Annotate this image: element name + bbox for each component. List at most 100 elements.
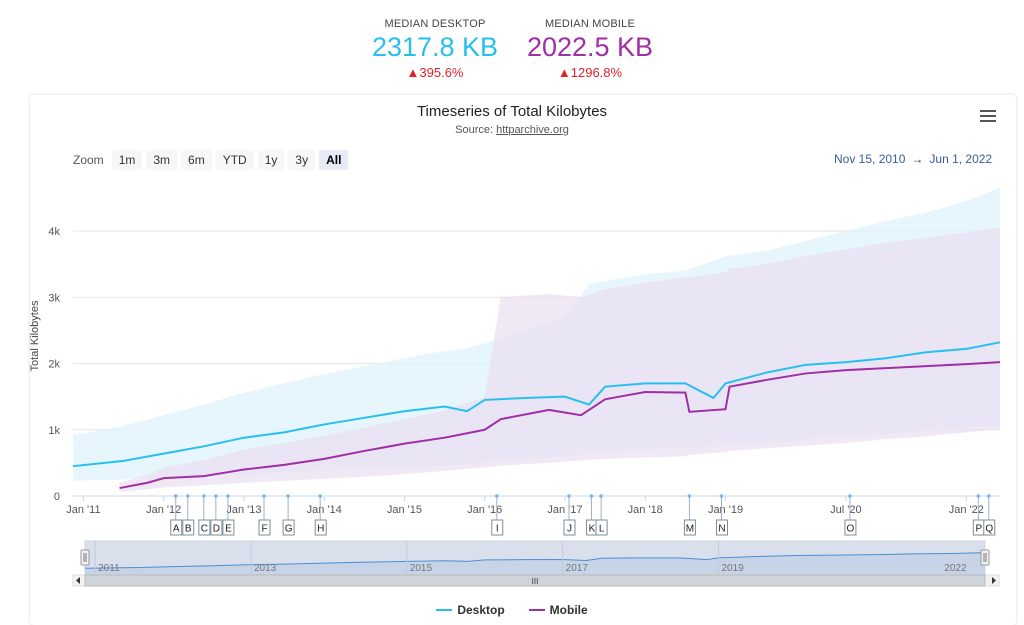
flag-dot [719, 494, 724, 498]
legend-item-mobile[interactable]: Mobile [528, 603, 588, 617]
flag-dot [599, 494, 603, 498]
navigator-year-label: 2013 [254, 563, 277, 574]
range-bands [73, 187, 1000, 493]
scrollbar-thumb[interactable] [84, 574, 986, 587]
scroll-right-arrow-icon[interactable] [992, 577, 996, 584]
y-tick-label: 1k [48, 425, 60, 437]
flag-box [491, 519, 504, 536]
flag-box [198, 519, 211, 536]
navigator-year-label: 2015 [410, 563, 433, 574]
zoom-button-3y[interactable]: 3y [288, 150, 316, 170]
flag-dot [687, 494, 692, 498]
annotation-flag-f[interactable]: F [258, 494, 271, 536]
annotation-flag-b[interactable]: B [182, 494, 195, 536]
range-from[interactable]: Nov 15, 2010 [834, 152, 906, 166]
kpi-mobile-change: ▲1296.8% [515, 65, 665, 80]
kpi-mobile-label: MEDIAN MOBILE [544, 18, 635, 30]
series-lines [72, 341, 1001, 490]
annotation-flag-e[interactable]: E [222, 494, 235, 536]
navigator-year-label: 2017 [566, 563, 589, 574]
y-tick-label: 0 [54, 491, 60, 503]
zoom-button-6m[interactable]: 6m [181, 150, 212, 170]
annotation-flag-o[interactable]: O [844, 494, 857, 536]
flag-dot [262, 494, 266, 498]
x-tick-label: Jan '17 [547, 504, 582, 516]
subtitle-prefix: Source: [455, 124, 497, 136]
navigator-area [85, 552, 985, 574]
navigator-right-handle[interactable] [980, 549, 990, 566]
annotation-flag-j[interactable]: J [563, 494, 576, 536]
annotation-flag-n[interactable]: N [715, 494, 728, 536]
x-tick-label: Jul '20 [830, 504, 861, 516]
legend: Desktop Mobile [0, 603, 1024, 617]
flag-dot [976, 494, 981, 498]
annotation-flag-d[interactable]: D [210, 494, 223, 536]
flag-label: N [718, 524, 725, 535]
annotation-flag-a[interactable]: A [170, 494, 183, 536]
flag-dot [848, 494, 852, 498]
flag-box [258, 519, 271, 536]
flag-dot [286, 494, 290, 498]
navigator-year-label: 2011 [98, 563, 120, 574]
flag-dot [226, 494, 230, 498]
kpi-median-mobile: MEDIAN MOBILE 2022.5 KB ▲1296.8% [515, 18, 665, 80]
kpi-mobile-value: 2022.5 KB [526, 32, 654, 62]
flag-label: H [317, 524, 324, 535]
legend-item-desktop[interactable]: Desktop [436, 603, 505, 617]
zoom-button-1m[interactable]: 1m [111, 150, 143, 170]
flag-dot [173, 494, 178, 498]
flag-box [683, 519, 696, 536]
x-tick-label: Jan '15 [387, 504, 422, 516]
x-axis: Jan '11 Jan '12 Jan '13 Jan '14 Jan '15 Jan '… [66, 496, 984, 516]
date-range: Nov 15, 2010 → Jun 1, 2022 [834, 152, 992, 166]
flag-box [170, 519, 183, 536]
flag-box [983, 519, 996, 536]
flag-dot [986, 494, 991, 498]
y-tick-label: 2k [48, 359, 60, 371]
annotation-flag-h[interactable]: H [314, 494, 327, 536]
range-to[interactable]: Jun 1, 2022 [929, 152, 993, 166]
navigator-left-handle[interactable] [80, 549, 90, 566]
hamburger-menu-icon[interactable] [980, 110, 996, 122]
kpi-desktop-change-value: 395.6% [419, 65, 464, 80]
flag-label: O [847, 524, 855, 535]
flag-label: D [213, 524, 220, 535]
source-link[interactable]: httparchive.org [496, 124, 569, 136]
flag-label: L [599, 524, 605, 535]
flag-box [715, 519, 728, 536]
flag-box [563, 519, 576, 536]
zoom-button-all[interactable]: All [319, 150, 349, 170]
annotation-flag-q[interactable]: Q [983, 494, 996, 536]
up-arrow-icon: ▲ [406, 65, 420, 80]
annotation-flag-g[interactable]: G [282, 494, 295, 536]
zoom-button-ytd[interactable]: YTD [215, 150, 254, 170]
annotation-flag-c[interactable]: C [198, 494, 211, 536]
y-axis-title: Total Kilobytes [29, 300, 41, 371]
band-mobile [119, 227, 1000, 493]
scroll-left-arrow-icon[interactable] [76, 577, 80, 584]
annotation-flag-m[interactable]: M [683, 494, 696, 536]
scrollbar-grip-icon: III [532, 577, 539, 586]
flag-label: B [185, 524, 192, 535]
flag-label: F [261, 524, 267, 535]
flag-label: Q [985, 524, 993, 535]
flag-dot [494, 494, 499, 498]
x-tick-label: Jan '14 [307, 504, 342, 516]
zoom-button-1y[interactable]: 1y [257, 150, 285, 170]
navigator[interactable]: 2011 2013 2015 2017 2019 2022 [80, 540, 990, 575]
flag-label: A [173, 524, 180, 535]
series-line-desktop [72, 341, 1001, 468]
flag-dot [185, 494, 190, 498]
scrollbar[interactable]: III [72, 574, 1000, 587]
zoom-button-3m[interactable]: 3m [146, 150, 178, 170]
annotation-flag-i[interactable]: I [491, 494, 504, 536]
flag-box [282, 519, 295, 536]
kpi-desktop-change: ▲395.6% [360, 65, 510, 80]
up-arrow-icon: ▲ [557, 65, 571, 80]
x-tick-label: Jan '13 [226, 504, 261, 516]
y-tick-label: 3k [48, 292, 60, 304]
legend-swatch-desktop [436, 609, 453, 611]
annotation-flag-l[interactable]: L [595, 494, 608, 536]
